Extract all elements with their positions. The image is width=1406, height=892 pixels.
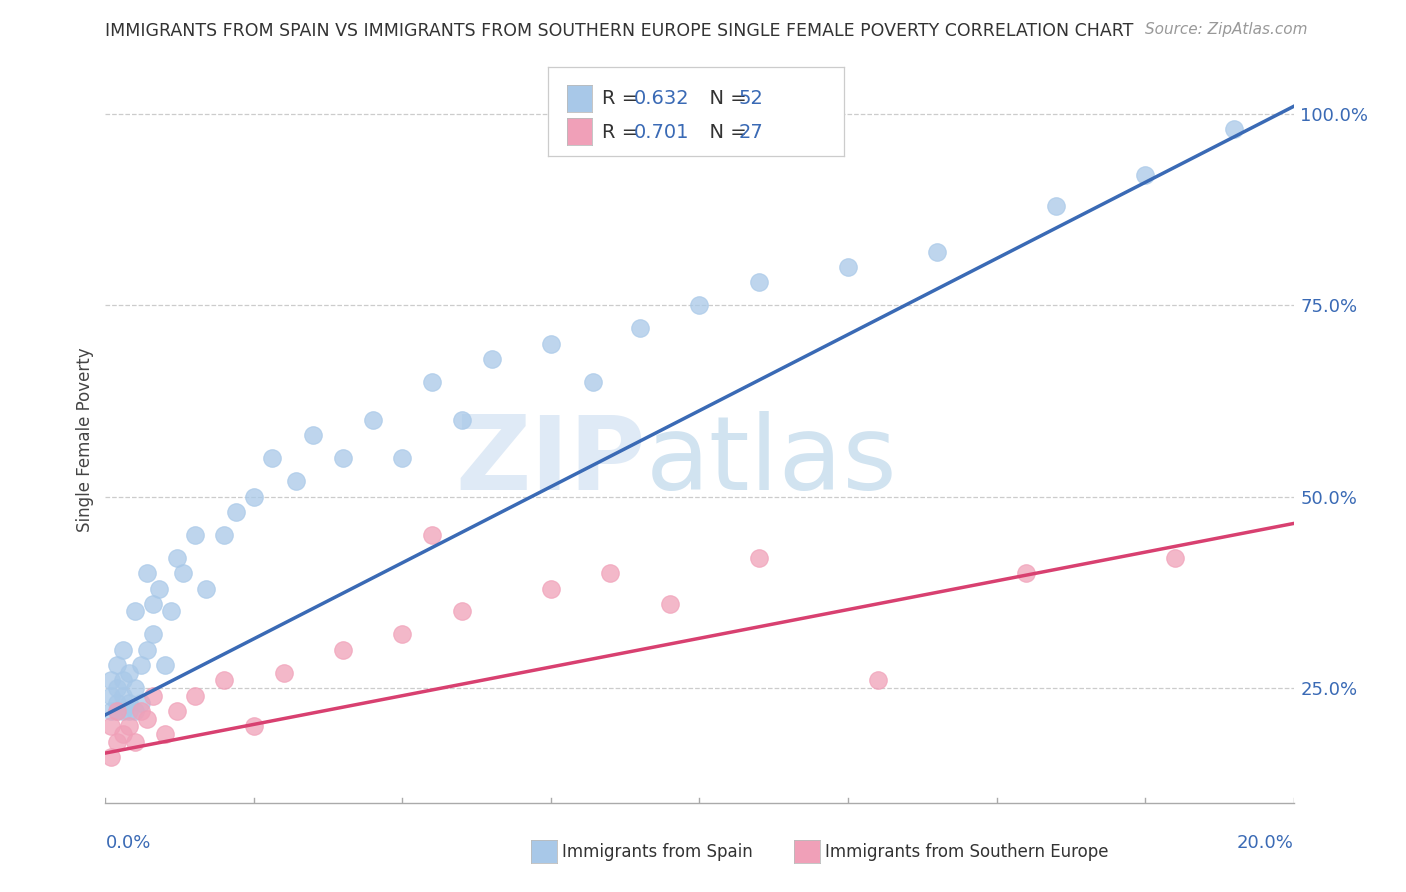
Text: R =: R =	[602, 122, 644, 142]
Point	[837, 260, 859, 274]
Point	[420, 528, 443, 542]
Point	[142, 689, 165, 703]
Point	[105, 704, 128, 718]
Point	[105, 696, 128, 710]
Point	[450, 605, 472, 619]
Point	[112, 689, 135, 703]
Point	[391, 451, 413, 466]
Y-axis label: Single Female Poverty: Single Female Poverty	[76, 347, 94, 532]
Text: R =: R =	[602, 88, 644, 108]
Point	[166, 550, 188, 565]
Point	[153, 727, 176, 741]
Point	[112, 727, 135, 741]
Point	[273, 665, 295, 680]
Point	[112, 673, 135, 688]
Point	[112, 642, 135, 657]
Point	[332, 451, 354, 466]
Text: N =: N =	[697, 88, 754, 108]
Point	[118, 665, 141, 680]
Point	[100, 750, 122, 764]
Point	[124, 734, 146, 748]
Point	[214, 528, 236, 542]
Point	[105, 658, 128, 673]
Point	[628, 321, 651, 335]
Point	[243, 719, 266, 733]
Point	[1045, 199, 1067, 213]
Point	[225, 505, 247, 519]
Point	[124, 605, 146, 619]
Point	[540, 582, 562, 596]
Point	[129, 704, 152, 718]
Text: 27: 27	[738, 122, 763, 142]
Point	[105, 681, 128, 695]
Point	[260, 451, 283, 466]
Point	[284, 475, 307, 489]
Point	[118, 704, 141, 718]
Point	[214, 673, 236, 688]
Point	[136, 566, 159, 581]
Point	[243, 490, 266, 504]
Text: N =: N =	[697, 122, 754, 142]
Point	[124, 681, 146, 695]
Point	[1164, 550, 1187, 565]
Point	[581, 375, 603, 389]
Point	[1223, 122, 1246, 136]
Point	[420, 375, 443, 389]
Point	[105, 704, 128, 718]
Point	[302, 428, 325, 442]
Point	[391, 627, 413, 641]
Point	[153, 658, 176, 673]
Point	[361, 413, 384, 427]
Point	[118, 696, 141, 710]
Point	[129, 658, 152, 673]
Point	[866, 673, 889, 688]
Point	[481, 351, 503, 366]
Point	[1015, 566, 1038, 581]
Point	[748, 276, 770, 290]
Point	[100, 719, 122, 733]
Text: 0.632: 0.632	[634, 88, 690, 108]
Text: Immigrants from Spain: Immigrants from Spain	[562, 843, 754, 861]
Point	[172, 566, 194, 581]
Text: ZIP: ZIP	[456, 410, 645, 512]
Point	[136, 642, 159, 657]
Text: 20.0%: 20.0%	[1237, 834, 1294, 852]
Point	[689, 298, 711, 312]
Point	[599, 566, 621, 581]
Point	[105, 734, 128, 748]
Point	[142, 597, 165, 611]
Point	[159, 605, 181, 619]
Text: 0.0%: 0.0%	[105, 834, 150, 852]
Point	[166, 704, 188, 718]
Point	[148, 582, 170, 596]
Point	[118, 719, 141, 733]
Text: Source: ZipAtlas.com: Source: ZipAtlas.com	[1144, 22, 1308, 37]
Point	[136, 712, 159, 726]
Text: 0.701: 0.701	[634, 122, 689, 142]
Point	[332, 642, 354, 657]
Text: IMMIGRANTS FROM SPAIN VS IMMIGRANTS FROM SOUTHERN EUROPE SINGLE FEMALE POVERTY C: IMMIGRANTS FROM SPAIN VS IMMIGRANTS FROM…	[105, 22, 1133, 40]
Point	[100, 673, 122, 688]
Point	[100, 689, 122, 703]
Point	[100, 704, 122, 718]
Point	[658, 597, 681, 611]
Point	[927, 244, 949, 259]
Text: Immigrants from Southern Europe: Immigrants from Southern Europe	[825, 843, 1109, 861]
Point	[1133, 169, 1156, 183]
Point	[195, 582, 218, 596]
Point	[748, 550, 770, 565]
Point	[129, 696, 152, 710]
Point	[112, 704, 135, 718]
Point	[142, 627, 165, 641]
Point	[124, 704, 146, 718]
Text: 52: 52	[738, 88, 763, 108]
Point	[540, 336, 562, 351]
Point	[450, 413, 472, 427]
Point	[183, 528, 205, 542]
Point	[183, 689, 205, 703]
Text: atlas: atlas	[645, 410, 898, 512]
